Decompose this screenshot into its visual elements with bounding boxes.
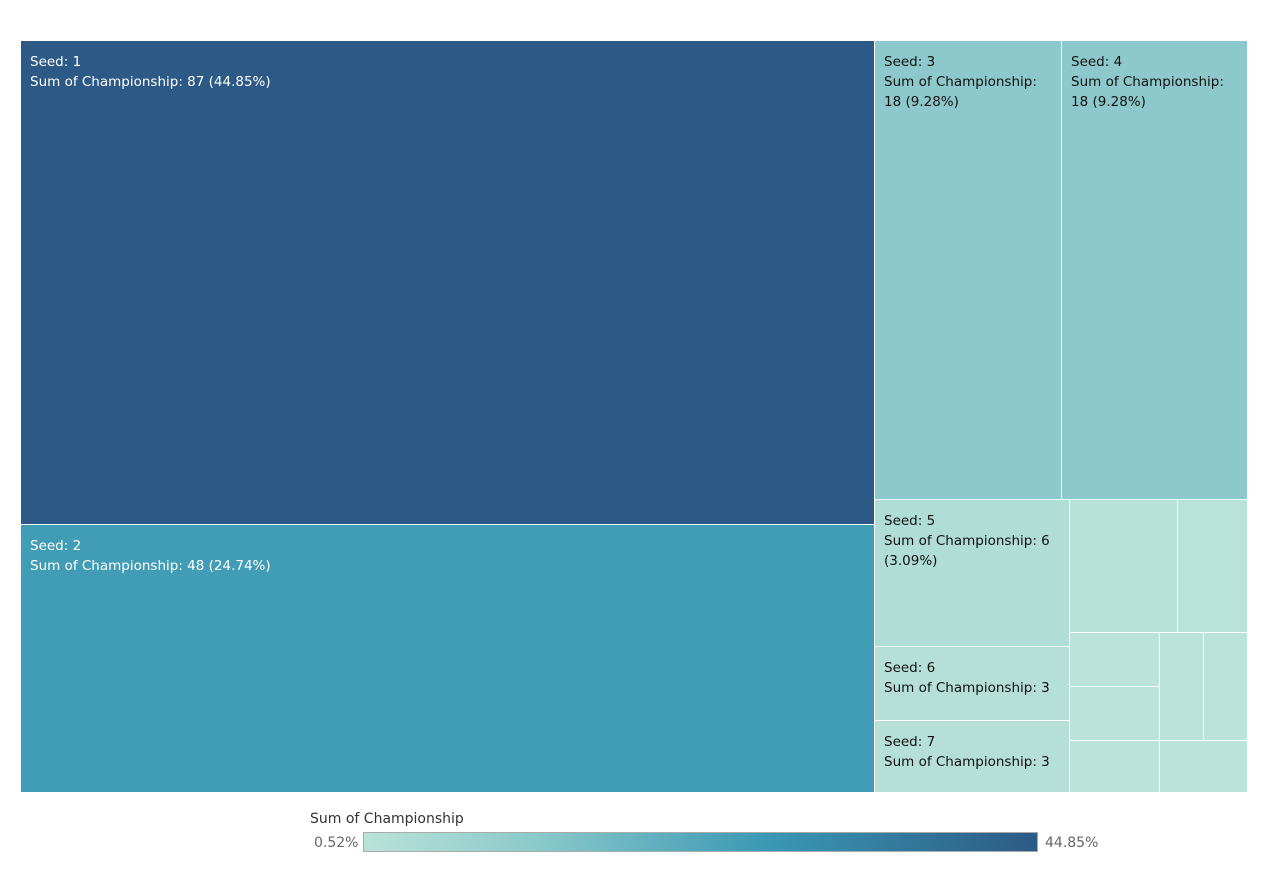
treemap-cell-seed-5[interactable]: Seed: 5 Sum of Championship: 6 (3.09%) [874,499,1070,647]
cell-label2: Sum of Championship: 18 (9.28%) [1071,74,1224,110]
cell-label2: Sum of Championship: 6 (3.09%) [884,533,1050,569]
treemap-cell[interactable] [1203,632,1248,741]
treemap-cell[interactable] [1069,686,1160,741]
legend-max: 44.85% [1045,835,1099,851]
cell-label1: Seed: 1 [30,54,82,70]
treemap: Seed: 1 Sum of Championship: 87 (44.85%) S… [20,40,1248,793]
cell-label1: Seed: 5 [884,513,936,529]
treemap-cell-seed-4[interactable]: Seed: 4 Sum of Championship: 18 (9.28%) [1061,40,1248,500]
treemap-cell[interactable] [1159,740,1248,793]
cell-label2: Sum of Championship: 3 [884,680,1050,696]
treemap-cell[interactable] [1159,632,1204,741]
legend-color-bar [363,832,1038,852]
cell-label1: Seed: 4 [1071,54,1123,70]
treemap-cell-seed-1[interactable]: Seed: 1 Sum of Championship: 87 (44.85%) [20,40,875,525]
treemap-cell[interactable] [1177,499,1248,633]
cell-label1: Seed: 3 [884,54,936,70]
treemap-cell-seed-3[interactable]: Seed: 3 Sum of Championship: 18 (9.28%) [874,40,1062,500]
treemap-cell-seed-6[interactable]: Seed: 6 Sum of Championship: 3 [874,646,1070,721]
treemap-cell-seed-2[interactable]: Seed: 2 Sum of Championship: 48 (24.74%) [20,524,875,793]
cell-label2: Sum of Championship: 87 (44.85%) [30,74,271,90]
legend-title: Sum of Championship [310,811,464,827]
treemap-cell[interactable] [1069,499,1178,633]
cell-label2: Sum of Championship: 18 (9.28%) [884,74,1037,110]
cell-label2: Sum of Championship: 3 [884,754,1050,770]
cell-label1: Seed: 7 [884,734,936,750]
cell-label2: Sum of Championship: 48 (24.74%) [30,558,271,574]
cell-label1: Seed: 2 [30,538,82,554]
legend-min: 0.52% [314,835,359,851]
treemap-cell[interactable] [1069,740,1160,793]
treemap-cell-seed-7[interactable]: Seed: 7 Sum of Championship: 3 [874,720,1070,793]
treemap-cell[interactable] [1069,632,1160,687]
cell-label1: Seed: 6 [884,660,936,676]
